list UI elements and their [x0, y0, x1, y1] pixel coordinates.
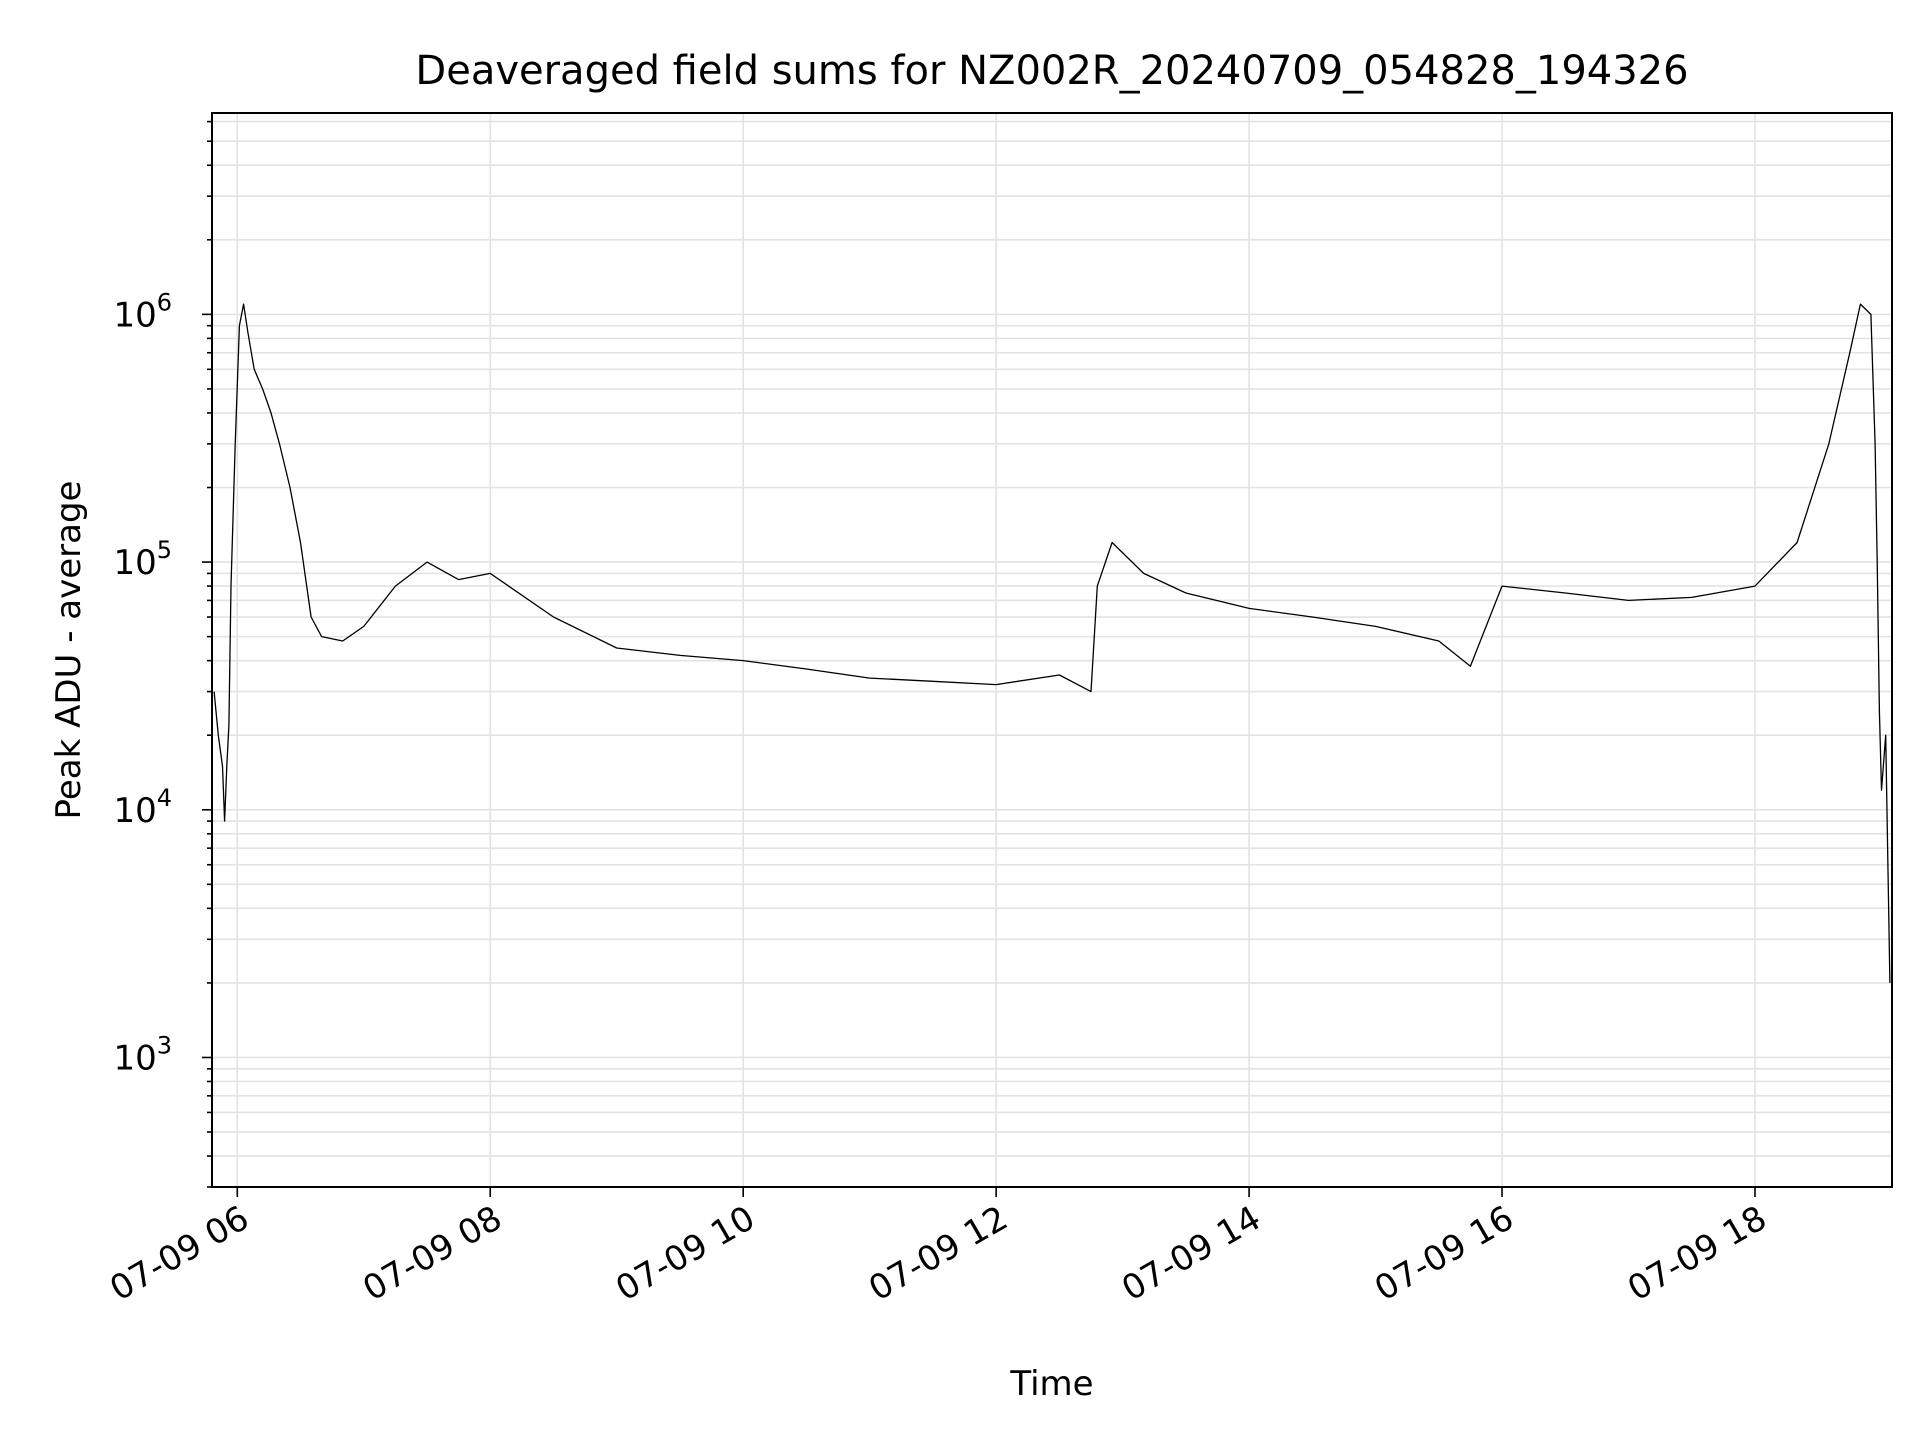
y-tick-label: 104 — [113, 784, 172, 831]
x-tick-label: 07-09 08 — [356, 1198, 508, 1309]
x-axis-label: Time — [1009, 1364, 1093, 1404]
y-tick-label: 106 — [113, 288, 172, 335]
x-tick-label: 07-09 18 — [1621, 1198, 1773, 1309]
grid-layer — [212, 113, 1892, 1188]
plot-frame — [211, 112, 1893, 1188]
y-tick-label: 105 — [113, 536, 172, 583]
x-tick-label: 07-09 12 — [862, 1198, 1014, 1309]
x-tick-label: 07-09 06 — [103, 1198, 255, 1309]
x-tick-label: 07-09 16 — [1368, 1198, 1520, 1309]
y-tick-label: 103 — [113, 1031, 172, 1078]
x-tick-label: 07-09 10 — [609, 1198, 761, 1309]
series-layer — [213, 303, 1891, 983]
x-tick-label: 07-09 14 — [1115, 1198, 1267, 1309]
chart-title: Deaveraged field sums for NZ002R_2024070… — [415, 48, 1688, 94]
series-line — [213, 303, 1891, 983]
y-axis-label: Peak ADU - average — [49, 481, 89, 820]
tick-layer: 103 104 105 106 07-09 06 07-09 08 07-09 10 07-0… — [103, 120, 1773, 1309]
